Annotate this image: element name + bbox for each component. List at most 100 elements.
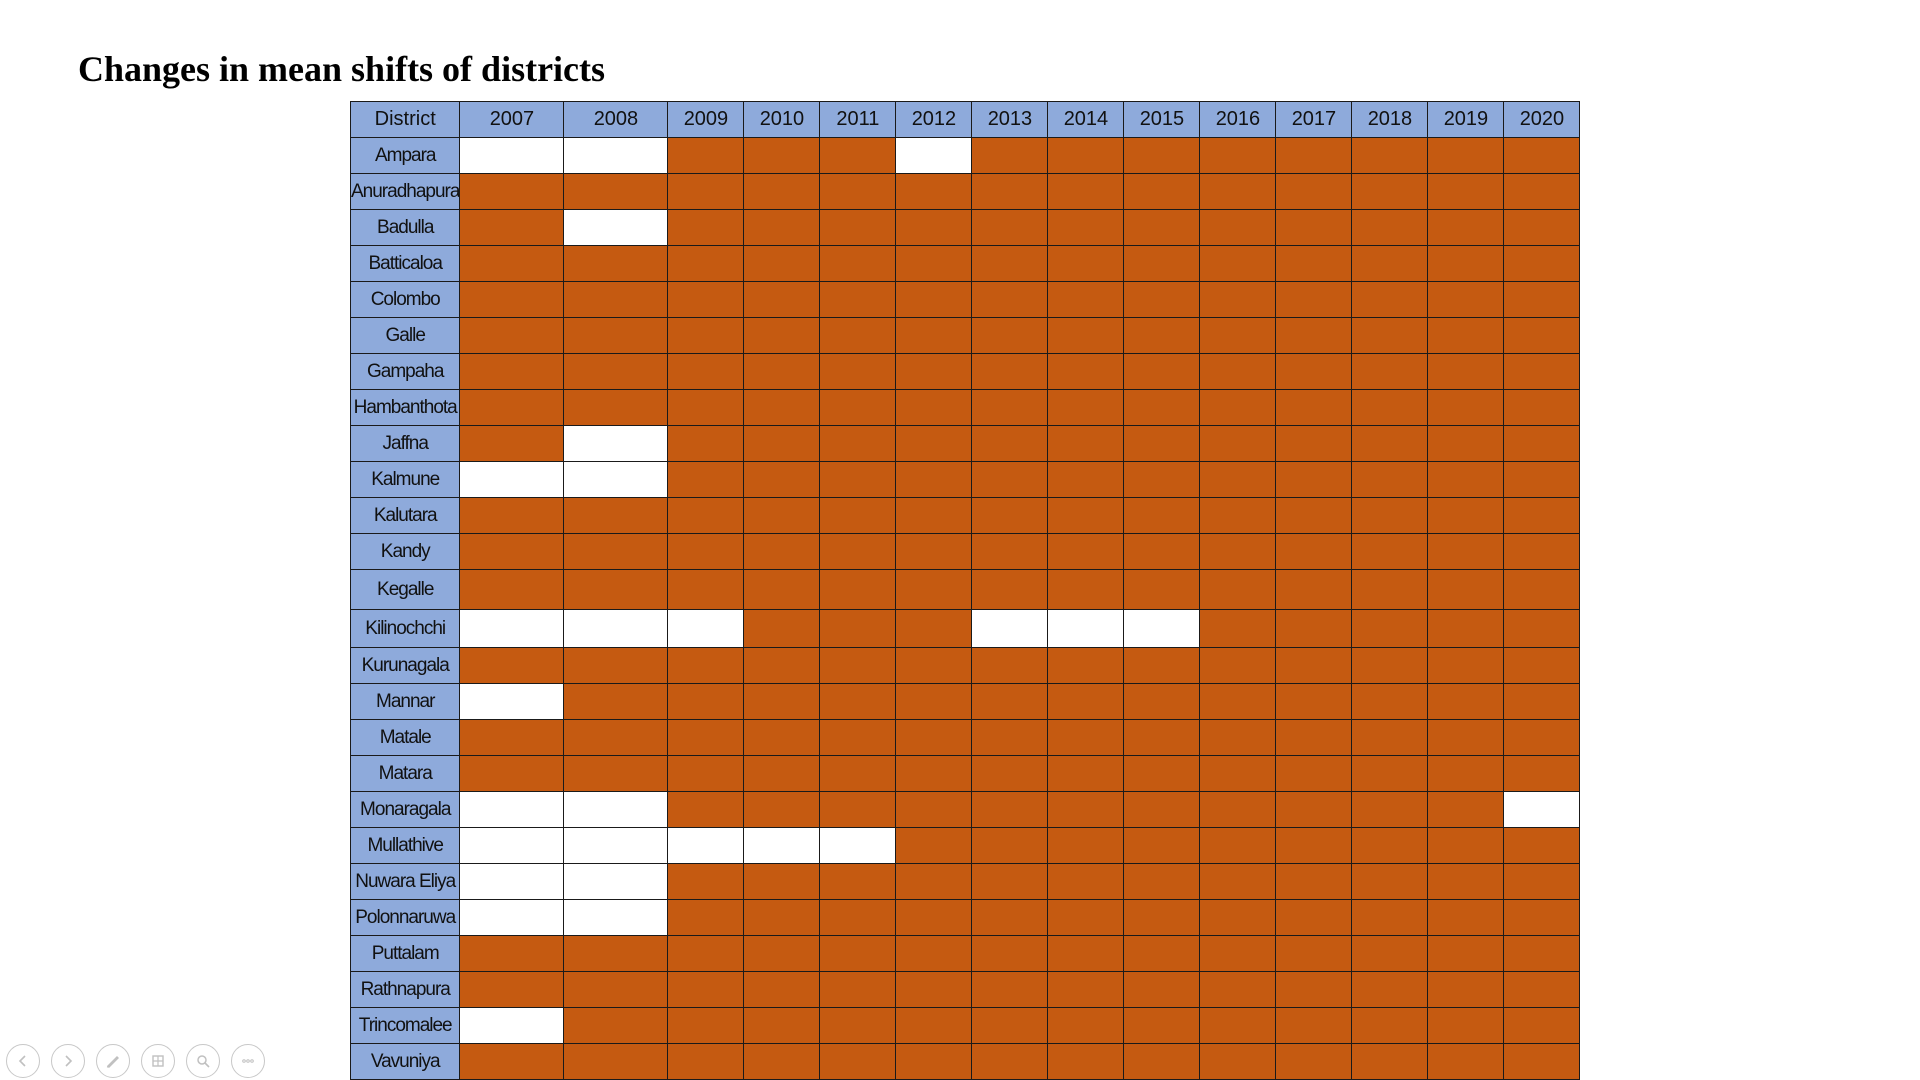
- cell-shift: [819, 569, 897, 610]
- cell-shift: [1123, 719, 1201, 756]
- zoom-icon[interactable]: [186, 1044, 220, 1078]
- cell-no-shift: [563, 827, 669, 864]
- cell-shift: [895, 899, 973, 936]
- cell-shift: [819, 755, 897, 792]
- cell-no-shift: [895, 137, 973, 174]
- cell-shift: [1427, 173, 1505, 210]
- cell-shift: [1351, 935, 1429, 972]
- cell-shift: [819, 317, 897, 354]
- cell-shift: [1047, 317, 1125, 354]
- cell-shift: [459, 317, 565, 354]
- cell-shift: [667, 1043, 745, 1080]
- cell-shift: [1351, 791, 1429, 828]
- cell-shift: [1427, 317, 1505, 354]
- district-label: Ampara: [349, 137, 461, 174]
- district-label: Mullathive: [349, 827, 461, 864]
- cell-shift: [971, 971, 1049, 1008]
- cell-shift: [1427, 281, 1505, 318]
- cell-shift: [1427, 1043, 1505, 1080]
- cell-shift: [819, 1007, 897, 1044]
- slideshow-nav-bar: [6, 1044, 265, 1078]
- cell-shift: [667, 173, 745, 210]
- cell-shift: [1275, 317, 1353, 354]
- cell-shift: [971, 209, 1049, 246]
- cell-shift: [1427, 971, 1505, 1008]
- district-label: Rathnapura: [349, 971, 461, 1008]
- cell-shift: [1503, 755, 1581, 792]
- table-row: Gampaha: [349, 353, 1581, 390]
- cell-shift: [743, 533, 821, 570]
- district-label: Colombo: [349, 281, 461, 318]
- cell-shift: [1047, 1043, 1125, 1080]
- cell-shift: [743, 935, 821, 972]
- cell-shift: [1275, 245, 1353, 282]
- cell-shift: [1047, 533, 1125, 570]
- cell-shift: [1199, 425, 1277, 462]
- cell-shift: [819, 461, 897, 498]
- next-slide-icon[interactable]: [51, 1044, 85, 1078]
- cell-shift: [563, 935, 669, 972]
- more-options-icon[interactable]: [231, 1044, 265, 1078]
- district-label: Vavuniya: [349, 1043, 461, 1080]
- cell-shift: [819, 719, 897, 756]
- cell-shift: [1503, 609, 1581, 648]
- cell-shift: [895, 683, 973, 720]
- cell-shift: [1503, 497, 1581, 534]
- cell-shift: [1275, 461, 1353, 498]
- cell-shift: [971, 425, 1049, 462]
- cell-shift: [1123, 389, 1201, 426]
- cell-shift: [1427, 755, 1505, 792]
- cell-shift: [667, 461, 745, 498]
- cell-shift: [1199, 755, 1277, 792]
- cell-shift: [971, 569, 1049, 610]
- district-label: Monaragala: [349, 791, 461, 828]
- cell-shift: [1351, 755, 1429, 792]
- cell-shift: [1047, 353, 1125, 390]
- cell-shift: [1199, 935, 1277, 972]
- cell-shift: [743, 461, 821, 498]
- cell-shift: [1351, 497, 1429, 534]
- cell-shift: [1503, 353, 1581, 390]
- cell-shift: [819, 497, 897, 534]
- cell-shift: [1199, 209, 1277, 246]
- district-label: Jaffna: [349, 425, 461, 462]
- cell-shift: [667, 497, 745, 534]
- cell-shift: [667, 935, 745, 972]
- cell-shift: [1275, 173, 1353, 210]
- cell-shift: [1503, 389, 1581, 426]
- cell-shift: [1275, 1007, 1353, 1044]
- table-row: Kilinochchi: [349, 609, 1581, 648]
- table-row: Kegalle: [349, 569, 1581, 610]
- previous-slide-icon[interactable]: [6, 1044, 40, 1078]
- district-label: Badulla: [349, 209, 461, 246]
- cell-shift: [1427, 683, 1505, 720]
- column-header-2014: 2014: [1047, 101, 1125, 138]
- cell-shift: [459, 173, 565, 210]
- cell-shift: [667, 791, 745, 828]
- cell-shift: [1427, 245, 1505, 282]
- cell-shift: [667, 719, 745, 756]
- cell-shift: [1199, 461, 1277, 498]
- pen-icon[interactable]: [96, 1044, 130, 1078]
- cell-shift: [971, 899, 1049, 936]
- cell-shift: [1047, 1007, 1125, 1044]
- cell-shift: [895, 935, 973, 972]
- cell-shift: [1123, 971, 1201, 1008]
- cell-shift: [459, 533, 565, 570]
- cell-shift: [895, 245, 973, 282]
- cell-shift: [819, 425, 897, 462]
- district-label: Hambanthota: [349, 389, 461, 426]
- table-row: Hambanthota: [349, 389, 1581, 426]
- district-label: Kegalle: [349, 569, 461, 610]
- cell-shift: [819, 209, 897, 246]
- cell-shift: [667, 389, 745, 426]
- cell-shift: [1427, 647, 1505, 684]
- cell-shift: [1047, 569, 1125, 610]
- cell-shift: [819, 935, 897, 972]
- cell-no-shift: [459, 137, 565, 174]
- district-label: Kalutara: [349, 497, 461, 534]
- cell-shift: [1275, 353, 1353, 390]
- cell-shift: [1351, 533, 1429, 570]
- slides-grid-icon[interactable]: [141, 1044, 175, 1078]
- cell-shift: [1427, 461, 1505, 498]
